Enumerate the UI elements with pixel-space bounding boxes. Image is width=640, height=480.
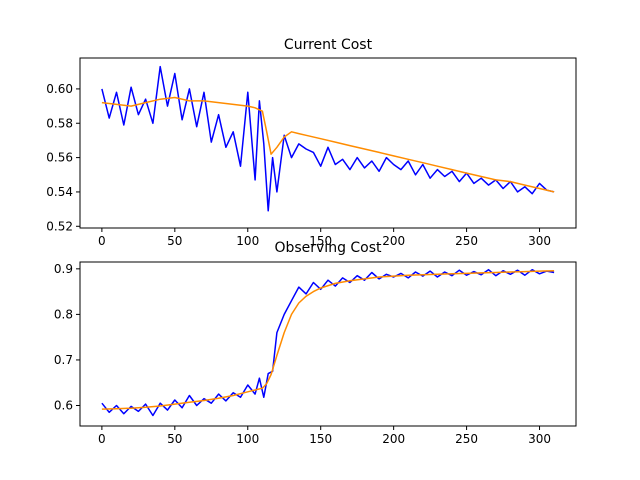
x-tick-label: 100 [236,234,259,248]
chart-plot-area [101,268,555,417]
y-tick-label: 0.9 [54,262,73,276]
x-tick-label: 0 [98,234,106,248]
y-tick-label: 0.7 [54,353,73,367]
y-tick-label: 0.52 [46,219,73,233]
series-line-raw [101,65,555,212]
series-line-smoothed [101,96,555,193]
x-tick-label: 200 [382,234,405,248]
axes-frame [79,261,577,427]
x-tick-label: 50 [167,432,182,446]
y-tick-label: 0.60 [46,82,73,96]
y-tick-label: 0.6 [54,399,73,413]
y-tick-label: 0.8 [54,307,73,321]
x-tick-label: 150 [309,432,332,446]
y-tick-label: 0.58 [46,116,73,130]
chart-plot-area [101,65,555,212]
x-tick-label: 50 [167,234,182,248]
chart-title: Observing Cost [274,240,382,256]
x-tick-label: 250 [455,234,478,248]
x-tick-label: 0 [98,432,106,446]
x-tick-label: 300 [528,432,551,446]
y-tick-label: 0.54 [46,185,73,199]
x-tick-label: 200 [382,432,405,446]
y-tick-label: 0.56 [46,151,73,165]
x-tick-label: 250 [455,432,478,446]
series-line-smoothed [101,269,555,410]
chart-title: Current Cost [284,37,373,53]
x-tick-label: 150 [309,234,332,248]
x-tick-label: 300 [528,234,551,248]
axes-frame [79,57,577,229]
x-tick-label: 100 [236,432,259,446]
chart-observing-cost: Observing Cost 0 50 100 150 200 250 300 0.6 0.7 0… [54,240,577,446]
chart-current-cost: Current Cost 0 50 100 150 200 250 300 0.52 0.54 0… [46,37,577,248]
